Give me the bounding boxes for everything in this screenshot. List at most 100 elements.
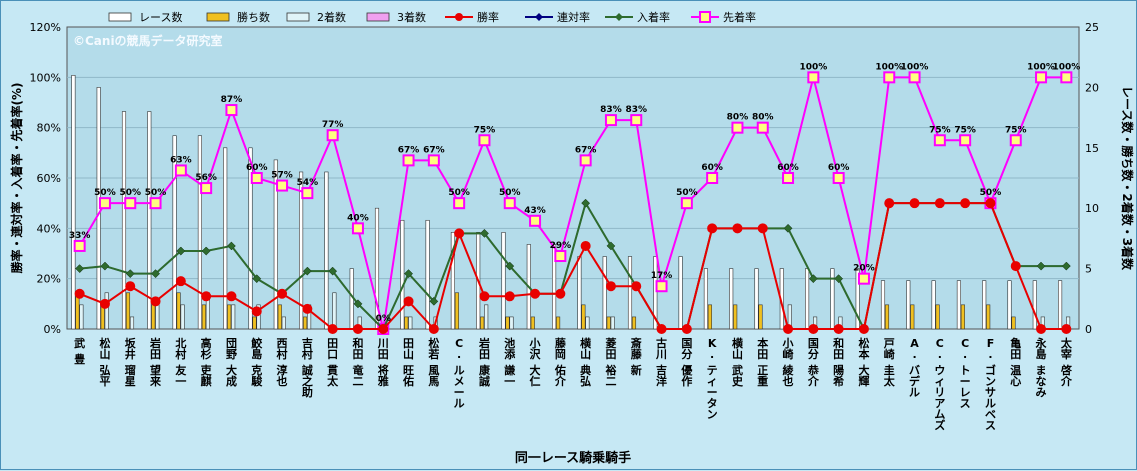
sakichaku-rate-point — [200, 182, 213, 195]
sakichaku-data-label: 50% — [145, 188, 167, 198]
wins-bar — [707, 304, 712, 330]
left-tick-label: 40% — [37, 222, 61, 235]
wins-bar — [581, 304, 586, 330]
legend-label: 入着率 — [637, 10, 670, 24]
sakichaku-data-label: 50% — [676, 188, 698, 198]
races-bar — [400, 219, 405, 330]
nyuchaku-rate-point — [429, 296, 439, 306]
sakichaku-data-label: 60% — [701, 163, 723, 173]
right-tick-label: 15 — [1085, 142, 1099, 155]
wins-bar — [227, 304, 232, 330]
win-rate-point — [428, 324, 439, 334]
x-tick-group: 横山 典弘 — [580, 336, 592, 388]
x-tick-label: 田山 旺佑 — [402, 337, 414, 388]
sakichaku-data-label: 87% — [221, 95, 243, 105]
second-bar — [484, 304, 489, 330]
nyuchaku-rate-point — [404, 269, 413, 278]
x-tick-group: 池添 謙一 — [504, 336, 516, 388]
races-bar — [299, 171, 304, 330]
nyuchaku-rate-point — [125, 269, 135, 278]
legend-swatch — [206, 12, 230, 22]
win-rate-point — [656, 324, 667, 334]
sakichaku-rate-point — [680, 197, 693, 210]
sakichaku-data-label: 63% — [170, 155, 192, 165]
races-bar — [324, 171, 329, 330]
win-rate-point — [580, 240, 591, 251]
legend-label: 先着率 — [723, 10, 756, 24]
legend-swatch — [366, 12, 390, 22]
legend-label: 2着数 — [317, 10, 346, 24]
legend-label: レース数 — [139, 11, 182, 24]
nyuchaku-rate-point — [808, 274, 818, 284]
second-bar — [610, 316, 615, 330]
nyuchaku-rate-point — [1061, 261, 1071, 271]
sakichaku-rate-point — [326, 129, 339, 142]
win-rate-point — [226, 291, 237, 302]
left-tick-label: 120% — [30, 21, 61, 34]
second-bar — [281, 316, 286, 330]
win-rate-point — [960, 198, 971, 209]
legend-swatch-marker — [615, 13, 623, 21]
win-rate-point — [150, 296, 161, 307]
second-bar — [332, 292, 337, 330]
races-bar — [450, 232, 455, 330]
x-tick-group: 岩田 康誠 — [478, 336, 491, 388]
win-rate-point — [808, 324, 819, 334]
races-bar — [121, 111, 127, 330]
sakichaku-rate-point — [554, 250, 567, 263]
win-rate-point — [1061, 324, 1072, 334]
x-tick-group: 松若 風馬 — [428, 336, 439, 388]
x-tick-group: F. ゴンサルベス — [985, 337, 996, 432]
x-tick-label: 太宰 啓介 — [1060, 336, 1073, 388]
races-bar — [197, 135, 202, 330]
sakichaku-data-label: 83% — [625, 105, 647, 115]
x-tick-group: 国分 優作 — [680, 337, 693, 388]
x-tick-group: 吉村 誠之助 — [302, 336, 313, 399]
wins-bar — [530, 316, 535, 330]
races-bar — [501, 232, 506, 330]
sakichaku-data-label: 43% — [524, 206, 546, 216]
x-tick-label: 松本 大輝 — [858, 336, 869, 388]
wins-bar — [303, 316, 308, 330]
sakichaku-rate-point — [832, 172, 845, 184]
x-tick-label: 鮫島 克駿 — [251, 336, 263, 388]
x-tick-label: 松若 風馬 — [428, 336, 439, 388]
win-rate-point — [985, 198, 996, 209]
sakichaku-rate-point — [149, 197, 162, 210]
sakichaku-data-label: 50% — [94, 188, 116, 198]
sakichaku-data-label: 50% — [119, 188, 141, 198]
x-tick-group: 川田 将雅 — [377, 337, 389, 388]
x-tick-group: 永島 まなみ — [1035, 336, 1048, 399]
x-tick-label: 戸崎 圭太 — [883, 337, 896, 388]
sakichaku-rate-point — [98, 197, 111, 210]
nyuchaku-rate-point — [480, 229, 489, 238]
sakichaku-rate-point — [276, 179, 289, 192]
sakichaku-data-label: 75% — [954, 125, 976, 135]
sakichaku-rate-point — [706, 172, 719, 184]
legend-swatch-marker — [535, 13, 543, 21]
legend-swatch-marker — [455, 13, 463, 21]
sakichaku-rate-point — [124, 197, 137, 210]
second-bar — [155, 304, 160, 330]
second-bar — [408, 316, 413, 330]
races-bar — [754, 268, 759, 330]
win-rate-point — [783, 324, 794, 334]
nyuchaku-rate-point — [581, 198, 591, 208]
left-tick-label: 80% — [37, 122, 61, 135]
left-tick-label: 100% — [30, 71, 61, 84]
races-bar — [71, 75, 76, 330]
x-tick-label: 国分 恭介 — [807, 337, 820, 388]
sakichaku-rate-point — [782, 172, 795, 184]
x-tick-group: 古川 吉洋 — [655, 336, 667, 388]
races-bar — [830, 268, 835, 330]
wins-bar — [252, 316, 257, 330]
wins-bar — [201, 304, 206, 330]
x-tick-group: 太宰 啓介 — [1060, 336, 1073, 388]
x-tick-group: 藤岡 佑介 — [554, 336, 567, 388]
sakichaku-data-label: 100% — [1027, 62, 1055, 72]
win-rate-point — [934, 198, 945, 209]
sakichaku-rate-point — [453, 197, 466, 210]
sakichaku-data-label: 50% — [499, 188, 521, 198]
x-tick-group: 鮫島 克駿 — [251, 336, 263, 388]
